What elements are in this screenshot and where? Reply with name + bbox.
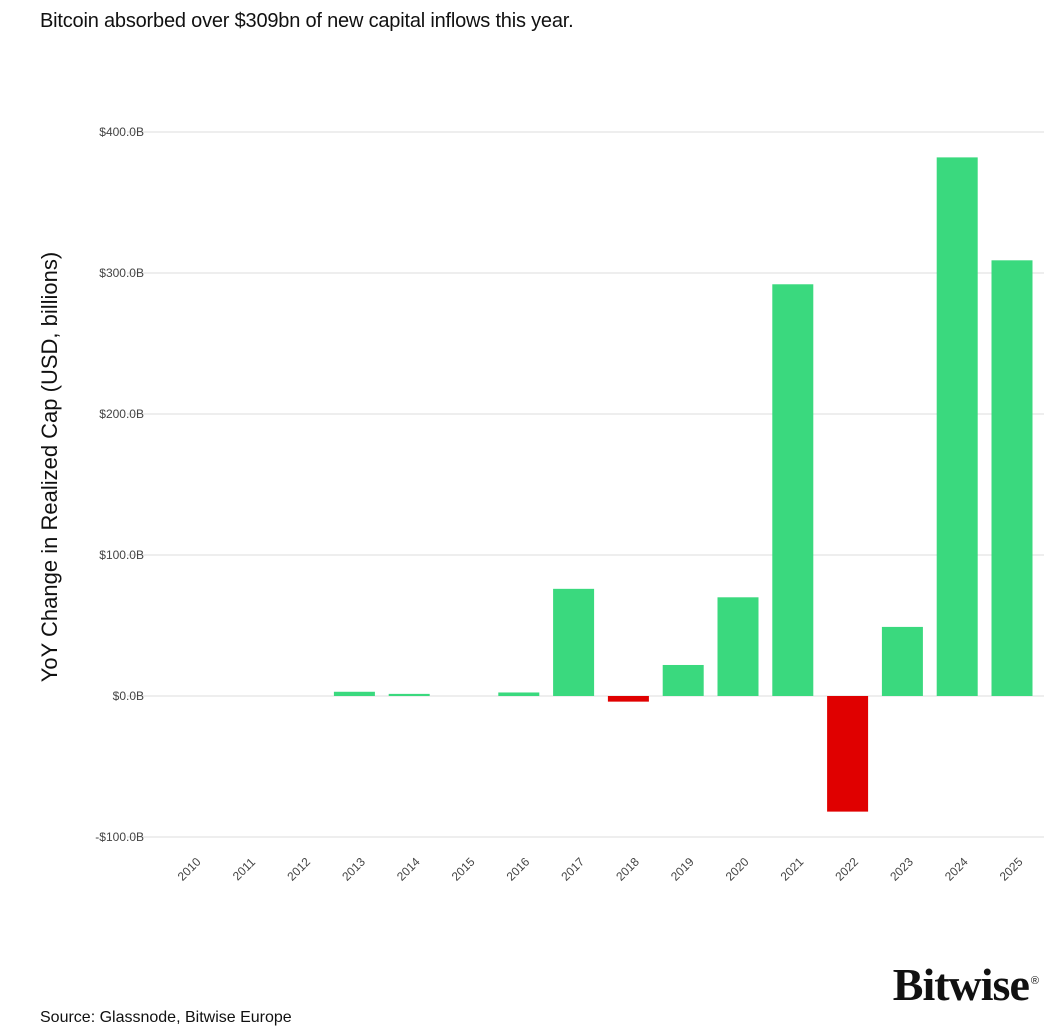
bar-2020 [717, 597, 759, 696]
registered-mark: ® [1030, 975, 1039, 987]
bars [333, 157, 1033, 812]
x-tick-label: 2020 [723, 855, 752, 884]
gridlines [127, 131, 1044, 838]
y-tick-label: $0.0B [113, 689, 144, 703]
bar-2013 [333, 691, 375, 696]
x-tick-label: 2010 [175, 855, 204, 884]
y-tick-label: $200.0B [99, 407, 144, 421]
y-tick-label: $100.0B [99, 548, 144, 562]
bitwise-logo: Bitwise ® [892, 959, 1039, 1010]
x-tick-label: 2017 [558, 855, 587, 884]
bitwise-logo-text: Bitwise [892, 959, 1030, 1010]
x-tick-label: 2021 [778, 855, 807, 884]
x-tick-labels: 2010 2011 2012 2013 2014 2015 2016 2017 2018 2019… [175, 855, 1026, 884]
x-tick-label: 2016 [504, 855, 533, 884]
x-tick-label: 2018 [613, 855, 642, 884]
x-tick-label: 2024 [942, 855, 971, 884]
bar-2023 [881, 626, 923, 696]
y-tick-labels: $400.0B $300.0B $200.0B $100.0B $0.0B -$100.0… [95, 125, 144, 844]
bar-2016 [498, 692, 540, 696]
x-tick-label: 2015 [449, 855, 478, 884]
x-tick-label: 2025 [997, 855, 1026, 884]
bar-2018 [607, 696, 649, 702]
bar-2019 [662, 664, 704, 696]
bar-2017 [553, 588, 595, 696]
y-tick-label: $300.0B [99, 266, 144, 280]
bar-2022 [827, 696, 869, 812]
bar-2024 [936, 157, 978, 696]
source-note: Source: Glassnode, Bitwise Europe [40, 1009, 292, 1026]
chart-headline: Bitcoin absorbed over $309bn of new capi… [40, 10, 574, 32]
x-tick-label: 2013 [339, 855, 368, 884]
bar-2014 [388, 693, 430, 696]
y-tick-label: $400.0B [99, 125, 144, 139]
x-tick-label: 2022 [832, 855, 861, 884]
x-tick-label: 2023 [887, 855, 916, 884]
x-tick-label: 2014 [394, 855, 423, 884]
x-tick-label: 2012 [284, 855, 313, 884]
bar-2021 [772, 284, 814, 696]
y-tick-label: -$100.0B [95, 830, 144, 844]
bar-chart: $400.0B $300.0B $200.0B $100.0B $0.0B -$100.0… [95, 125, 1044, 884]
x-tick-label: 2019 [668, 855, 697, 884]
bar-2025 [991, 260, 1033, 696]
x-tick-label: 2011 [230, 855, 258, 883]
